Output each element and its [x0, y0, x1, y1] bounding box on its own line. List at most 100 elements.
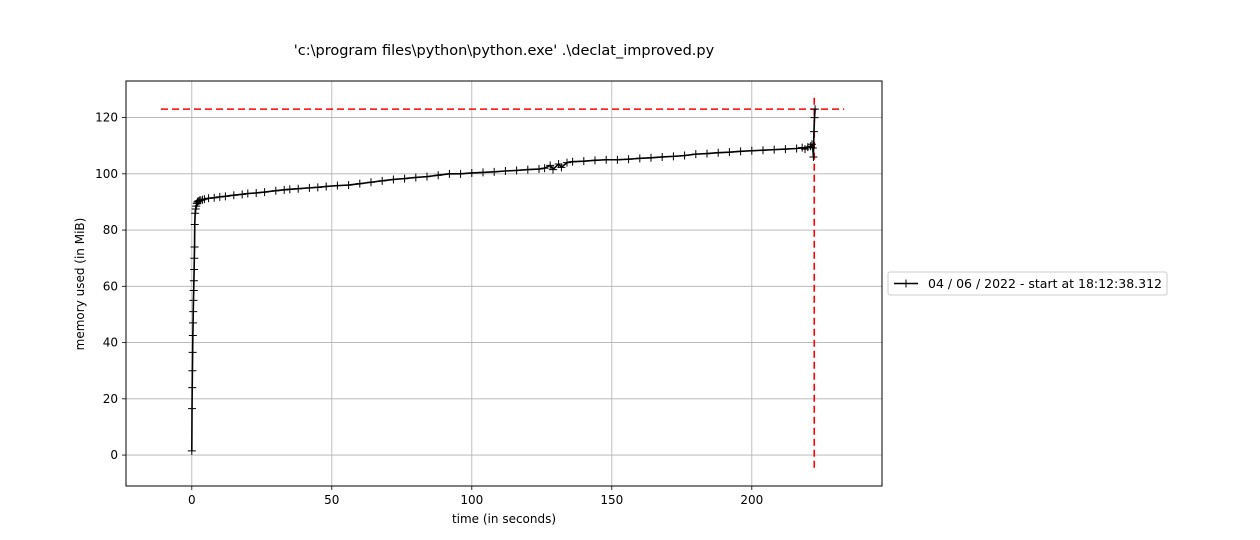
plot-area — [125, 80, 883, 487]
data-point-marker — [658, 152, 667, 161]
data-point-marker — [210, 193, 219, 202]
data-point-marker — [680, 151, 689, 160]
data-point-marker — [189, 276, 198, 285]
x-tick-label: 50 — [324, 493, 339, 507]
data-point-marker — [411, 173, 420, 182]
data-point-marker — [280, 185, 289, 194]
annotation-lines — [161, 93, 845, 468]
data-point-marker — [252, 188, 261, 197]
y-tick-label: 100 — [95, 167, 118, 181]
data-point-marker — [313, 183, 322, 192]
data-point-marker — [479, 168, 487, 177]
data-point-marker — [792, 144, 801, 153]
x-axis-label: time (in seconds) — [452, 512, 556, 526]
data-point-marker — [591, 156, 599, 165]
data-point-marker — [190, 220, 199, 229]
data-point-marker — [523, 165, 532, 174]
plot-frame — [125, 80, 883, 487]
data-point-marker — [333, 181, 342, 190]
data-point-marker — [736, 147, 745, 156]
data-point-marker — [196, 196, 205, 205]
data-point-marker — [811, 105, 820, 114]
y-tick-label: 120 — [95, 111, 118, 125]
data-point-marker — [703, 149, 711, 158]
data-point-marker — [490, 167, 499, 176]
data-point-marker — [781, 145, 790, 154]
data-point-marker — [190, 242, 199, 251]
data-point-marker — [193, 197, 202, 206]
x-tick-label: 100 — [460, 493, 483, 507]
y-tick-label: 20 — [103, 392, 118, 406]
data-point-marker — [344, 181, 353, 190]
legend-plus-marker — [902, 279, 910, 288]
data-point-marker — [725, 148, 734, 157]
x-tick-label: 0 — [188, 493, 196, 507]
data-point-marker — [189, 296, 198, 305]
data-point-marker — [190, 254, 199, 263]
data-point-marker — [602, 155, 611, 164]
data-point-marker — [770, 145, 779, 154]
data-point-marker — [563, 158, 571, 167]
data-point-marker — [647, 153, 655, 162]
data-point-marker — [260, 188, 269, 197]
data-point-marker — [501, 167, 510, 175]
y-tick-label: 60 — [103, 279, 118, 293]
data-point-marker — [714, 148, 723, 157]
data-point-marker — [378, 176, 387, 185]
data-point-marker — [810, 113, 819, 122]
data-point-marker — [635, 154, 644, 163]
data-point-marker — [285, 185, 294, 194]
data-point-marker — [188, 366, 197, 375]
x-tick-label: 150 — [600, 493, 623, 507]
data-point-marker — [305, 183, 314, 192]
data-point-marker — [546, 161, 555, 170]
legend-entry-label: 04 / 06 / 2022 - start at 18:12:38.312 — [928, 276, 1162, 291]
data-point-marker — [467, 168, 476, 177]
data-point-marker — [568, 157, 577, 166]
data-point-marker — [809, 152, 818, 161]
y-tick-label: 40 — [103, 336, 118, 350]
data-point-marker — [198, 195, 207, 204]
data-point-marker — [445, 169, 454, 178]
y-axis-label: memory used (in MiB) — [73, 218, 87, 351]
data-point-marker — [187, 446, 196, 455]
data-point-marker — [188, 383, 197, 392]
data-point-marker — [221, 192, 230, 201]
data-point-marker — [200, 195, 209, 204]
data-point-marker — [808, 140, 816, 149]
data-point-marker — [579, 157, 588, 166]
data-point-marker — [215, 192, 224, 201]
data-point-marker — [243, 189, 252, 198]
legend-box — [887, 271, 1168, 296]
chart-title: 'c:\program files\python\python.exe' .\d… — [294, 43, 715, 59]
data-point-marker — [271, 186, 280, 195]
data-point-marker — [322, 182, 331, 191]
data-point-marker — [535, 165, 543, 174]
data-point-marker — [423, 172, 431, 181]
data-point-marker — [613, 155, 622, 164]
data-point-marker — [188, 331, 197, 340]
data-point-marker — [624, 155, 633, 164]
data-point-marker — [759, 146, 767, 155]
data-point-marker — [540, 164, 549, 173]
data-point-marker — [549, 165, 557, 174]
data-point-marker — [809, 127, 818, 136]
series-group — [187, 105, 820, 455]
data-point-marker — [294, 184, 303, 193]
data-point-marker — [367, 178, 375, 187]
data-point-marker — [188, 348, 197, 357]
data-point-marker — [808, 143, 817, 152]
data-point-marker — [456, 169, 465, 178]
data-point-marker — [229, 191, 238, 200]
data-point-marker — [557, 163, 566, 172]
data-point-marker — [189, 307, 198, 316]
y-tick-label: 0 — [110, 448, 118, 462]
data-point-marker — [512, 166, 521, 175]
data-point-marker — [189, 286, 198, 295]
grid-lines — [126, 81, 882, 486]
data-point-marker — [190, 265, 199, 274]
x-axis: 0 50 100 150 200 — [188, 486, 763, 507]
data-point-marker — [389, 175, 398, 184]
data-point-marker — [691, 150, 700, 159]
